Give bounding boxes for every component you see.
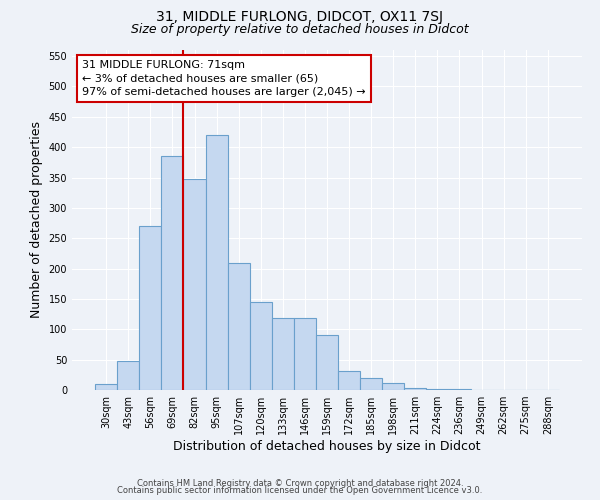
Bar [338,371,360,390]
Text: 31, MIDDLE FURLONG, DIDCOT, OX11 7SJ: 31, MIDDLE FURLONG, DIDCOT, OX11 7SJ [157,10,443,24]
Text: Contains HM Land Registry data © Crown copyright and database right 2024.: Contains HM Land Registry data © Crown c… [137,478,463,488]
Bar [184,178,206,390]
Bar [382,382,404,390]
Text: Size of property relative to detached houses in Didcot: Size of property relative to detached ho… [131,22,469,36]
Text: Contains public sector information licensed under the Open Government Licence v3: Contains public sector information licen… [118,486,482,495]
Bar [250,302,272,390]
Bar [139,226,161,390]
Bar [272,318,294,390]
Bar [227,262,250,390]
Bar [95,384,117,390]
Bar [427,389,448,390]
Bar [294,318,316,390]
Text: 31 MIDDLE FURLONG: 71sqm
← 3% of detached houses are smaller (65)
97% of semi-de: 31 MIDDLE FURLONG: 71sqm ← 3% of detache… [82,60,366,96]
Bar [161,156,184,390]
Bar [360,378,382,390]
Bar [206,135,227,390]
Bar [117,361,139,390]
Bar [316,336,338,390]
Bar [404,388,427,390]
Y-axis label: Number of detached properties: Number of detached properties [30,122,43,318]
X-axis label: Distribution of detached houses by size in Didcot: Distribution of detached houses by size … [173,440,481,453]
